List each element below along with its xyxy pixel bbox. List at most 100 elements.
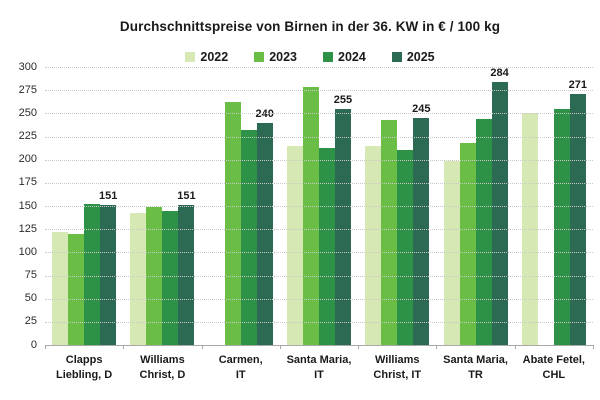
bar-slot-2023 — [459, 67, 476, 345]
bar-group-7: 271 — [515, 67, 593, 345]
bar-value-label: 151 — [98, 190, 118, 203]
legend-swatch-2024 — [323, 52, 333, 62]
bar-2023-4 — [302, 87, 319, 345]
bar-2024-6 — [475, 118, 492, 345]
bar-group-1: 151 — [45, 67, 123, 345]
bar-2023-6 — [459, 143, 476, 345]
legend-label: 2024 — [338, 50, 366, 64]
x-category-label-line: Liebling, D — [56, 368, 113, 381]
y-tick-label-225: 225 — [18, 130, 37, 142]
x-category-label-4: Santa Maria, IT — [280, 353, 358, 383]
gridline-75 — [45, 275, 593, 277]
bar-2025-6 — [491, 81, 508, 345]
y-tick-label-25: 25 — [24, 315, 37, 328]
x-axis-tick — [436, 345, 438, 349]
bar-slot-2022 — [365, 67, 382, 345]
x-category-label-line: Williams — [140, 354, 185, 366]
bar-2025-7 — [569, 93, 586, 345]
bar-groups: 151 151 240 255 245 284 271 — [45, 67, 593, 345]
y-tick-label-100: 100 — [18, 245, 37, 258]
bar-value-label: 151 — [177, 190, 196, 203]
x-category-label-line: Santa Maria, — [286, 354, 352, 366]
x-category-label-5: Williams Christ, IT — [358, 353, 436, 383]
bar-slot-2023 — [224, 67, 241, 345]
x-category-label-line: Christ, D — [139, 368, 186, 381]
bar-2024-2 — [162, 210, 179, 345]
bar-slot-2024 — [318, 67, 335, 345]
bar-2025-5 — [413, 117, 430, 345]
x-axis-tick — [279, 345, 281, 349]
bar-slot-2025: 151 — [177, 67, 196, 345]
bar-group-5: 245 — [358, 67, 436, 345]
gridline-25 — [45, 321, 593, 323]
x-category-label-7: Abate Fetel, CHL — [515, 353, 593, 383]
x-axis-tick — [593, 345, 594, 349]
bar-slot-2022 — [286, 67, 303, 345]
gridline-225 — [45, 136, 593, 138]
bar-2022-2 — [130, 213, 147, 345]
x-category-label-line: TR — [468, 368, 483, 381]
bar-2024-3 — [240, 130, 257, 345]
bar-slot-2025: 255 — [334, 67, 352, 345]
bar-2024-5 — [397, 150, 414, 345]
y-tick-label-75: 75 — [24, 269, 37, 281]
legend-item-2023: 2023 — [254, 50, 297, 64]
x-axis-tick — [514, 345, 516, 349]
bar-2025-3 — [256, 122, 273, 345]
bar-slot-2024 — [397, 67, 414, 345]
legend-item-2022: 2022 — [185, 50, 228, 64]
bar-2025-2 — [178, 205, 195, 345]
bar-group-4: 255 — [280, 67, 358, 345]
legend-swatch-2025 — [391, 52, 402, 62]
bar-slot-2022 — [130, 67, 147, 345]
bar-2022-4 — [286, 145, 303, 345]
bar-slot-2023 — [381, 67, 398, 345]
gridline-250 — [45, 113, 593, 115]
gridline-175 — [45, 182, 593, 184]
x-category-label-line: Carmen, — [218, 354, 263, 366]
gridline-300 — [45, 67, 593, 68]
bar-slot-2025: 151 — [98, 67, 118, 345]
x-category-label-1: Clapps Liebling, D — [45, 353, 123, 383]
x-category-label-line: Abate Fetel, — [522, 354, 585, 366]
bar-slot-2025: 245 — [412, 67, 431, 345]
bar-2022-5 — [365, 145, 382, 345]
bar-2024-7 — [553, 108, 570, 345]
bar-slot-2023 — [302, 67, 319, 345]
y-tick-label-200: 200 — [18, 153, 37, 166]
x-category-label-line: Christ, IT — [373, 368, 422, 381]
y-tick-label-125: 125 — [18, 222, 37, 235]
x-category-label-2: Williams Christ, D — [123, 353, 201, 383]
gridline-275 — [45, 90, 593, 92]
plot-area: 151 151 240 255 245 284 271 — [45, 67, 593, 346]
bar-value-label: 245 — [412, 102, 431, 115]
bar-slot-2024 — [475, 67, 492, 345]
y-tick-label-175: 175 — [18, 176, 37, 189]
legend-label: 2022 — [200, 50, 229, 64]
gridline-50 — [45, 298, 593, 300]
bar-2023-5 — [381, 119, 398, 345]
x-category-label-6: Santa Maria, TR — [436, 353, 514, 383]
bar-value-label: 271 — [568, 78, 588, 91]
x-axis-tick — [45, 345, 46, 349]
x-axis-tick — [201, 345, 203, 349]
x-category-label-3: Carmen, IT — [202, 353, 280, 383]
chart-legend: 2022 2023 2024 2025 — [30, 50, 590, 64]
bar-slot-2024 — [553, 67, 570, 345]
legend-item-2025: 2025 — [391, 50, 435, 64]
legend-item-2024: 2024 — [323, 50, 366, 64]
bar-2025-1 — [100, 205, 117, 345]
bar-slot-2025: 284 — [490, 67, 509, 345]
y-tick-label-275: 275 — [18, 83, 37, 96]
x-category-label-line: IT — [314, 368, 324, 381]
x-axis-line — [45, 345, 593, 346]
x-category-label-line: CHL — [542, 368, 566, 381]
legend-swatch-2023 — [254, 52, 265, 62]
x-category-label-line: Williams — [375, 354, 420, 366]
x-axis-labels: Clapps Liebling, D Williams Christ, D Carmen… — [45, 353, 593, 383]
bar-slot-2023 — [68, 67, 85, 345]
gridline-100 — [45, 252, 593, 254]
bar-slot-2022 — [52, 67, 69, 345]
y-tick-label-150: 150 — [18, 199, 37, 212]
chart-title: Durchschnittspreise von Birnen in der 36… — [119, 19, 501, 34]
